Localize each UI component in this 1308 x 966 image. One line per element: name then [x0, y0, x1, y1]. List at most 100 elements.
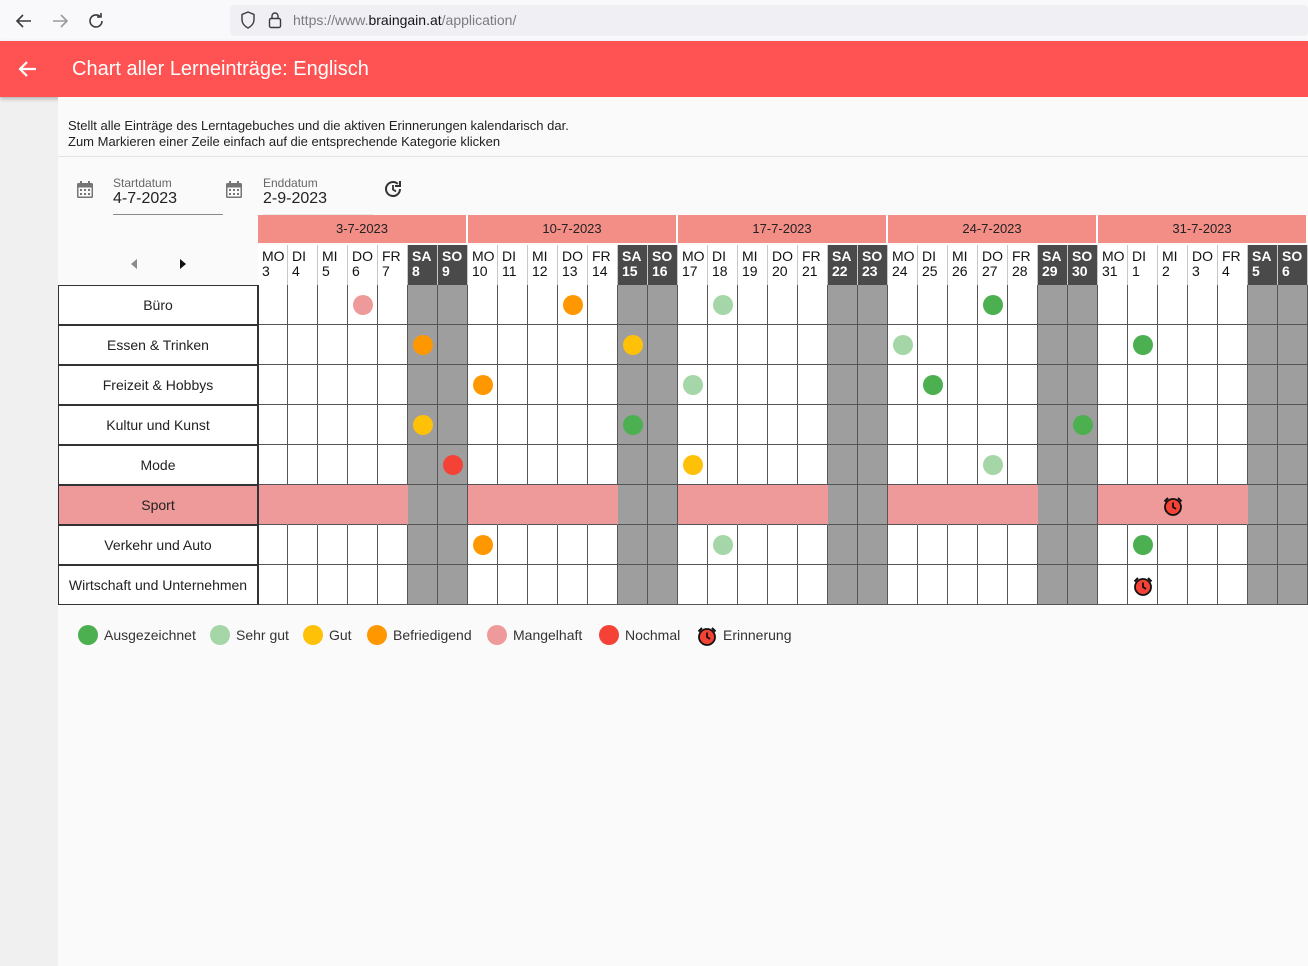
calendar-cell[interactable] — [1038, 325, 1068, 365]
calendar-cell[interactable] — [438, 285, 468, 325]
calendar-cell[interactable] — [1278, 405, 1308, 445]
calendar-cell[interactable] — [318, 285, 348, 325]
calendar-cell[interactable] — [1008, 285, 1038, 325]
calendar-cell[interactable] — [1158, 325, 1188, 365]
browser-forward-icon[interactable] — [48, 9, 72, 33]
rating-dot[interactable] — [473, 535, 493, 555]
calendar-cell[interactable] — [1008, 405, 1038, 445]
calendar-cell[interactable] — [1218, 445, 1248, 485]
calendar-cell[interactable] — [1248, 405, 1278, 445]
alarm-clock-icon[interactable] — [1162, 495, 1184, 517]
calendar-cell[interactable] — [978, 525, 1008, 565]
calendar-cell[interactable] — [1188, 325, 1218, 365]
calendar-cell[interactable] — [348, 485, 378, 525]
calendar-cell[interactable] — [828, 405, 858, 445]
calendar-cell[interactable] — [1218, 525, 1248, 565]
calendar-cell[interactable] — [798, 325, 828, 365]
calendar-cell[interactable] — [738, 565, 768, 605]
calendar-cell[interactable] — [1068, 365, 1098, 405]
calendar-cell[interactable] — [588, 485, 618, 525]
calendar-cell[interactable] — [1008, 445, 1038, 485]
calendar-cell[interactable] — [648, 445, 678, 485]
calendar-cell[interactable] — [918, 525, 948, 565]
category-row-label[interactable]: Freizeit & Hobbys — [58, 365, 258, 405]
calendar-cell[interactable] — [768, 565, 798, 605]
alarm-clock-icon[interactable] — [1132, 575, 1154, 597]
calendar-cell[interactable] — [258, 285, 288, 325]
calendar-cell[interactable] — [348, 365, 378, 405]
calendar-cell[interactable] — [468, 285, 498, 325]
calendar-cell[interactable] — [918, 405, 948, 445]
calendar-cell[interactable] — [1188, 565, 1218, 605]
rating-dot[interactable] — [623, 335, 643, 355]
calendar-cell[interactable] — [1248, 485, 1278, 525]
calendar-cell[interactable] — [708, 325, 738, 365]
rating-dot[interactable] — [413, 415, 433, 435]
calendar-cell[interactable] — [1008, 485, 1038, 525]
rating-dot[interactable] — [683, 375, 703, 395]
calendar-cell[interactable] — [378, 525, 408, 565]
calendar-cell[interactable] — [978, 325, 1008, 365]
calendar-cell[interactable] — [1218, 365, 1248, 405]
rating-dot[interactable] — [473, 375, 493, 395]
calendar-cell[interactable] — [528, 485, 558, 525]
calendar-cell[interactable] — [558, 365, 588, 405]
rating-dot[interactable] — [893, 335, 913, 355]
calendar-cell[interactable] — [378, 445, 408, 485]
calendar-icon[interactable] — [75, 180, 95, 200]
calendar-cell[interactable] — [1248, 365, 1278, 405]
calendar-cell[interactable] — [858, 525, 888, 565]
calendar-cell[interactable] — [888, 525, 918, 565]
category-row-label[interactable]: Sport — [58, 485, 258, 525]
calendar-cell[interactable] — [828, 365, 858, 405]
shield-icon[interactable] — [240, 11, 256, 29]
calendar-cell[interactable] — [348, 445, 378, 485]
calendar-cell[interactable] — [348, 565, 378, 605]
calendar-cell[interactable] — [318, 405, 348, 445]
calendar-cell[interactable] — [1098, 365, 1128, 405]
calendar-cell[interactable] — [798, 285, 828, 325]
calendar-cell[interactable] — [438, 525, 468, 565]
calendar-cell[interactable] — [1158, 525, 1188, 565]
calendar-cell[interactable] — [798, 365, 828, 405]
browser-reload-icon[interactable] — [84, 9, 108, 33]
calendar-cell[interactable] — [858, 485, 888, 525]
calendar-cell[interactable] — [858, 445, 888, 485]
calendar-cell[interactable] — [648, 325, 678, 365]
calendar-cell[interactable] — [888, 285, 918, 325]
calendar-cell[interactable] — [648, 405, 678, 445]
calendar-cell[interactable] — [1128, 485, 1158, 525]
calendar-cell[interactable] — [1158, 365, 1188, 405]
calendar-cell[interactable] — [948, 445, 978, 485]
calendar-cell[interactable] — [408, 285, 438, 325]
calendar-cell[interactable] — [498, 445, 528, 485]
calendar-cell[interactable] — [948, 325, 978, 365]
calendar-cell[interactable] — [948, 485, 978, 525]
calendar-cell[interactable] — [1188, 365, 1218, 405]
calendar-cell[interactable] — [768, 445, 798, 485]
calendar-cell[interactable] — [1098, 325, 1128, 365]
calendar-cell[interactable] — [738, 405, 768, 445]
calendar-cell[interactable] — [378, 565, 408, 605]
calendar-cell[interactable] — [1248, 445, 1278, 485]
calendar-cell[interactable] — [1008, 525, 1038, 565]
calendar-cell[interactable] — [648, 285, 678, 325]
calendar-cell[interactable] — [528, 325, 558, 365]
calendar-cell[interactable] — [1038, 485, 1068, 525]
calendar-cell[interactable] — [948, 405, 978, 445]
calendar-cell[interactable] — [288, 445, 318, 485]
rating-dot[interactable] — [443, 455, 463, 475]
calendar-cell[interactable] — [768, 525, 798, 565]
url-bar[interactable]: https://www.braingain.at/application/ — [230, 5, 1308, 36]
calendar-cell[interactable] — [258, 525, 288, 565]
calendar-cell[interactable] — [768, 485, 798, 525]
calendar-cell[interactable] — [978, 365, 1008, 405]
calendar-cell[interactable] — [258, 365, 288, 405]
calendar-cell[interactable] — [438, 485, 468, 525]
calendar-cell[interactable] — [468, 485, 498, 525]
rating-dot[interactable] — [983, 295, 1003, 315]
calendar-cell[interactable] — [288, 365, 318, 405]
calendar-cell[interactable] — [588, 365, 618, 405]
calendar-cell[interactable] — [678, 405, 708, 445]
calendar-cell[interactable] — [288, 325, 318, 365]
